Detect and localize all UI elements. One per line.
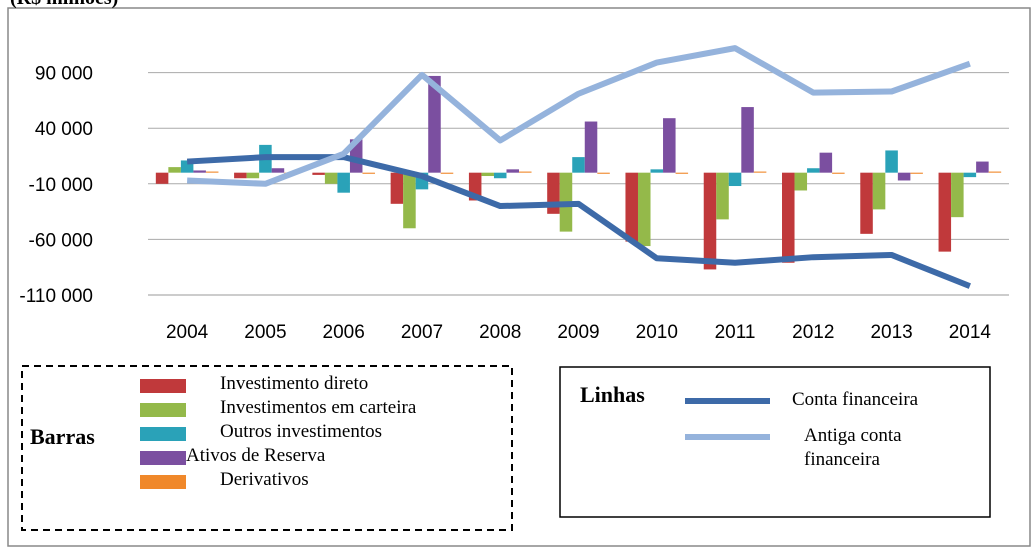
x-tick-label: 2004 [166, 322, 209, 343]
bar [885, 150, 898, 173]
y-tick-label: 90 000 [35, 64, 93, 85]
legend-swatch [140, 451, 186, 465]
x-tick-label: 2012 [792, 322, 834, 343]
bar [271, 168, 285, 173]
bar [324, 172, 338, 184]
bar [951, 172, 964, 218]
bar [390, 172, 404, 204]
y-tick-label: -60 000 [29, 230, 93, 251]
bar [782, 172, 795, 263]
bar-legend-box [21, 365, 513, 531]
bar [168, 167, 181, 173]
bar [741, 107, 754, 173]
x-tick-label: 2005 [244, 322, 286, 343]
bar [650, 169, 664, 173]
legend-label: Investimentos em carteira [220, 397, 417, 418]
bar [794, 172, 808, 191]
line-legend-title: Linhas [580, 382, 645, 407]
line-series [187, 45, 971, 187]
bar [663, 118, 676, 173]
bar [675, 172, 689, 174]
bar [938, 172, 952, 252]
x-tick-label: 2013 [870, 322, 912, 343]
y-tick-label: -110 000 [19, 286, 93, 307]
chart-frame [7, 7, 1031, 547]
bar [597, 172, 610, 174]
bar [807, 168, 820, 173]
bar [155, 172, 169, 184]
bar [753, 171, 767, 173]
legend-swatch [685, 434, 770, 440]
x-tick-label: 2006 [323, 322, 365, 343]
x-tick-label: 2014 [949, 322, 992, 343]
bar [519, 171, 532, 173]
bar [988, 171, 1002, 173]
x-tick-label: 2007 [401, 322, 443, 343]
bar [428, 75, 441, 173]
line-series [186, 154, 971, 289]
bar [716, 172, 729, 220]
y-tick-label: 40 000 [35, 119, 93, 140]
y-tick-label: -10 000 [29, 175, 93, 196]
bar [584, 121, 598, 173]
bar [193, 170, 206, 173]
bar [860, 172, 873, 234]
bar [728, 172, 742, 187]
bar [506, 169, 520, 173]
bar [963, 172, 977, 178]
line-legend-box [559, 366, 991, 518]
legend-swatch [140, 403, 186, 417]
legend-swatch [140, 475, 186, 489]
bar [246, 172, 260, 179]
bar [493, 172, 507, 179]
bar [703, 172, 717, 270]
x-tick-label: 2009 [557, 322, 599, 343]
bar [625, 172, 638, 242]
legend-label: Conta financeira [792, 389, 919, 410]
bar [832, 172, 845, 174]
legend-label: Outros investimentos [220, 421, 383, 442]
bar [205, 171, 219, 173]
legend-swatch [685, 398, 770, 404]
bar [362, 172, 375, 174]
x-tick-label: 2010 [636, 322, 678, 343]
bar [337, 172, 350, 193]
y-unit-label: (R$ milhões) [10, 0, 118, 9]
bar [897, 172, 911, 181]
legend-swatch [140, 379, 186, 393]
legend-label: Derivativos [220, 469, 309, 490]
bar [234, 172, 247, 179]
bar [637, 172, 651, 247]
bar-legend-title: Barras [30, 424, 95, 449]
legend-label: Investimento direto [220, 373, 369, 394]
bar [572, 157, 585, 173]
bar [872, 172, 886, 210]
bar [312, 172, 325, 175]
x-tick-label: 2008 [479, 322, 521, 343]
bar [403, 172, 416, 229]
bar [819, 152, 833, 173]
bar [976, 161, 989, 173]
bar [440, 172, 454, 174]
bar [481, 172, 494, 177]
legend-swatch [140, 427, 186, 441]
bar [910, 172, 923, 174]
legend-label: Antiga conta financeira [804, 425, 902, 470]
legend-label: Ativos de Reserva [186, 445, 326, 466]
x-tick-label: 2011 [715, 322, 756, 343]
